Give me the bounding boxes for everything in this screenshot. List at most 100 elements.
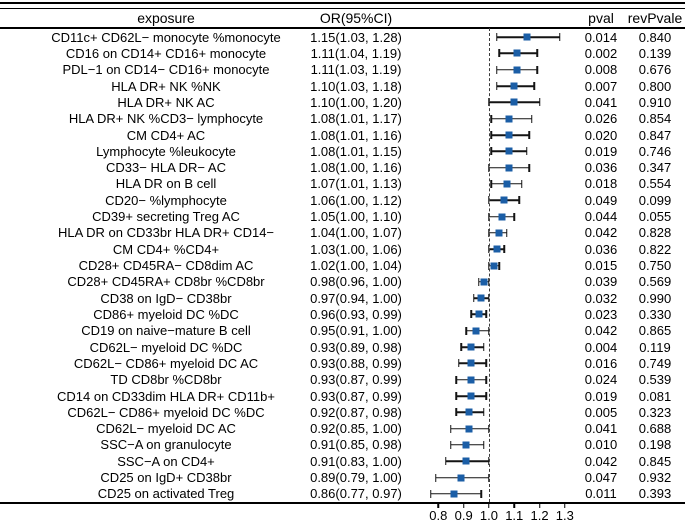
pval-value: 0.005 [584, 404, 618, 420]
rev-pval-value: 0.539 [638, 372, 672, 388]
ci-plot-cell [410, 355, 577, 371]
ci-endcap [429, 489, 432, 498]
header-rule [0, 27, 685, 29]
ci-endcap [465, 326, 467, 335]
exposure-label: PDL−1 on CD14− CD16+ monocyte [62, 62, 270, 78]
ci-endcap [490, 179, 493, 188]
or-point-marker [498, 213, 506, 221]
axis-tick-label: 1.1 [505, 508, 524, 523]
bottom-rule [0, 502, 685, 504]
ci-plot-cell [410, 339, 577, 355]
ci-endcap [490, 147, 493, 156]
exposure-label: HLA DR+ NK %CD3− lymphocyte [68, 111, 264, 127]
or-ci-value: 1.06(1.00, 1.12) [310, 192, 402, 208]
ci-endcap [490, 114, 493, 123]
ci-plot-cell [410, 176, 577, 192]
ci-endcap [457, 359, 460, 368]
or-ci-value: 1.10(1.00, 1.20) [310, 94, 402, 110]
column-header-pval: pval [588, 10, 614, 26]
ci-endcap [485, 310, 488, 319]
axis-tick [513, 504, 515, 508]
exposure-label: CD25 on activated Treg [97, 486, 235, 502]
rev-pval-value: 0.139 [638, 45, 672, 61]
or-point-marker [450, 490, 458, 498]
rev-pval-value: 0.750 [638, 258, 672, 274]
or-ci-value: 1.03(1.00, 1.06) [310, 241, 402, 257]
pval-value: 0.024 [584, 372, 618, 388]
pval-value: 0.007 [584, 78, 618, 94]
exposure-label: Lymphocyte %leukocyte [96, 143, 236, 159]
axis-tick [462, 504, 465, 508]
or-point-marker [465, 425, 473, 433]
table-row: CD28+ CD45RA+ CD8br %CD8br 0.98(0.96, 1.… [0, 274, 685, 290]
rev-pval-value: 0.910 [638, 94, 672, 110]
or-point-marker [500, 196, 508, 204]
rev-pval-value: 0.119 [639, 339, 671, 355]
table-row: CD62L− myeloid DC %DC 0.93(0.89, 0.98) 0… [0, 339, 685, 355]
or-point-marker [505, 131, 513, 139]
ci-endcap [533, 82, 536, 91]
top-rule-outer [0, 2, 685, 4]
ci-plot-cell [410, 257, 577, 273]
ci-endcap [455, 408, 457, 417]
ci-endcap [478, 277, 480, 286]
or-ci-value: 0.91(0.83, 1.00) [310, 453, 402, 469]
exposure-label: HLA DR+ NK AC [117, 94, 215, 110]
ci-endcap [518, 196, 521, 205]
ci-plot-cell [410, 486, 577, 502]
pval-value: 0.042 [584, 453, 618, 469]
ci-endcap [485, 375, 488, 384]
pval-value: 0.036 [584, 241, 618, 257]
ci-endcap [536, 49, 538, 58]
or-ci-value: 1.11(1.03, 1.19) [310, 62, 402, 78]
pval-value: 0.008 [584, 62, 618, 78]
pval-value: 0.041 [584, 421, 618, 437]
exposure-label: CM CD4+ %CD4+ [112, 241, 220, 257]
axis-tick [437, 504, 440, 508]
ci-plot-cell [410, 437, 577, 453]
table-row: SSC−A on CD4+ 0.91(0.83, 1.00) 0.042 0.8… [0, 453, 685, 469]
or-point-marker [467, 376, 475, 384]
ci-endcap [498, 49, 500, 58]
exposure-label: HLA DR+ NK %NK [111, 78, 221, 94]
pval-value: 0.042 [584, 323, 618, 339]
exposure-label: CD33− HLA DR− AC [106, 160, 226, 176]
rev-pval-value: 0.847 [638, 127, 672, 143]
table-row: Lymphocyte %leukocyte 1.08(1.01, 1.15) 0… [0, 143, 685, 159]
rev-pval-value: 0.840 [638, 29, 672, 45]
ci-endcap [480, 489, 483, 498]
ci-endcap [483, 408, 485, 417]
ci-endcap [503, 245, 505, 254]
rev-pval-value: 0.932 [638, 470, 672, 486]
ci-endcap [455, 392, 457, 401]
axis-tick-label: 1.2 [530, 508, 549, 523]
table-row: TD CD8br %CD8br 0.93(0.87, 0.99) 0.024 0… [0, 372, 685, 388]
pval-value: 0.036 [584, 160, 618, 176]
exposure-label: CM CD4+ AC [126, 127, 206, 143]
ci-endcap [559, 33, 561, 42]
ci-endcap [521, 179, 523, 188]
ci-plot-cell [410, 241, 577, 257]
ci-plot-cell [410, 274, 577, 290]
or-point-marker [480, 278, 488, 286]
ci-plot-cell [410, 29, 577, 45]
or-ci-value: 1.02(1.00, 1.04) [310, 258, 402, 274]
rev-pval-value: 0.800 [638, 78, 672, 94]
ci-endcap [483, 343, 485, 352]
rev-pval-value: 0.099 [638, 192, 672, 208]
rev-pval-value: 0.828 [638, 225, 672, 241]
pval-value: 0.014 [584, 29, 618, 45]
or-point-marker [513, 49, 521, 57]
ci-endcap [450, 440, 452, 449]
ci-plot-cell [410, 388, 577, 404]
rev-pval-value: 0.330 [638, 306, 672, 322]
exposure-label: CD20− %lymphocyte [105, 192, 227, 208]
or-ci-value: 1.08(1.01, 1.15) [310, 143, 402, 159]
table-row: SSC−A on granulocyte 0.91(0.85, 0.98) 0.… [0, 437, 685, 453]
ci-endcap [538, 98, 541, 107]
ci-plot-cell [410, 290, 577, 306]
ci-plot-cell [410, 111, 577, 127]
ci-plot-cell [410, 469, 577, 485]
or-ci-value: 0.98(0.96, 1.00) [310, 274, 402, 290]
rev-pval-value: 0.393 [638, 486, 672, 502]
